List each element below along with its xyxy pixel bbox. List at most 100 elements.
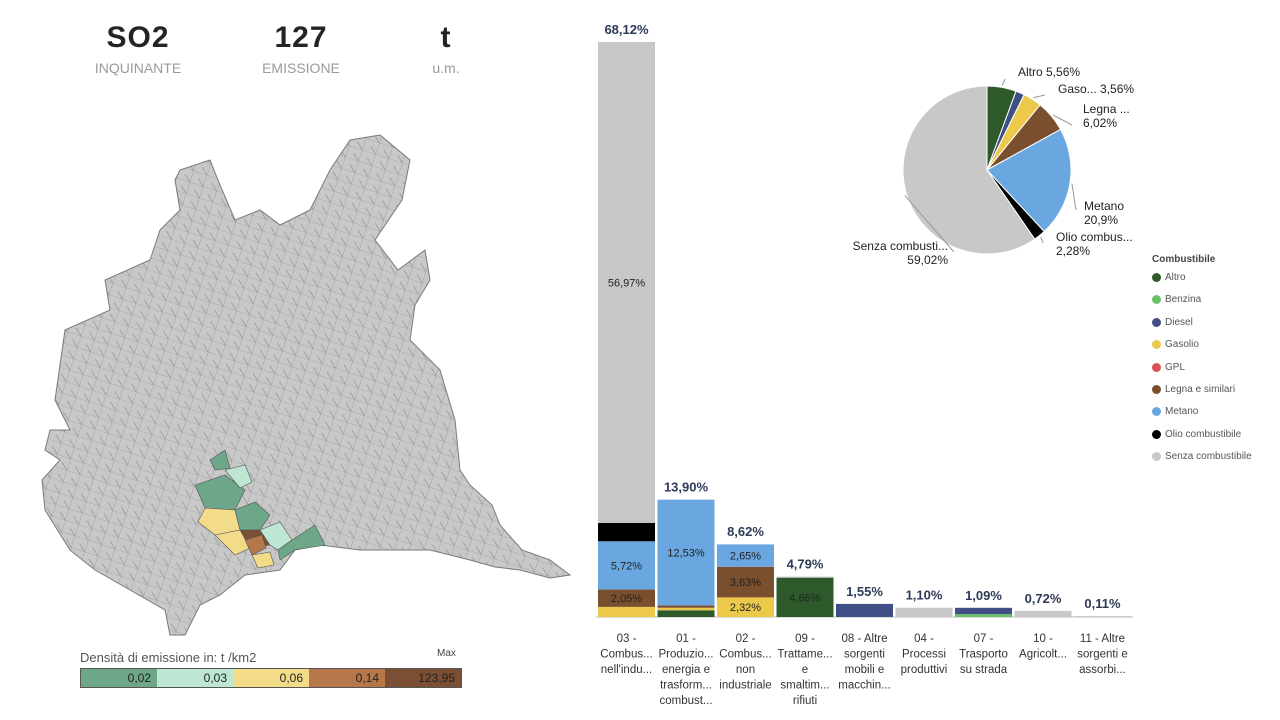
fuel-legend-dot [1152, 317, 1161, 327]
bar-segment-legna-e-similari[interactable] [657, 605, 715, 608]
fuel-legend-item-olio-combustibile[interactable]: Olio combustibile [1152, 429, 1252, 451]
kpi-unit-value: t [440, 21, 452, 54]
category-label: mobili e [845, 664, 885, 676]
fuel-legend-item-altro[interactable]: Altro [1152, 272, 1252, 294]
density-step-1: 0,02 [81, 669, 157, 687]
bar-group[interactable]: 12,53% 13,90% 01 - Produzio... energia e tras… [657, 480, 715, 707]
fuel-legend-item-metano[interactable]: Metano [1152, 406, 1252, 428]
fuel-pie-chart: Altro 5,56% Gaso... 3,56% Legna ...6,02% Me… [853, 65, 1135, 267]
bar-total-label: 1,10% [906, 588, 943, 603]
fuel-legend-dot [1152, 452, 1161, 462]
fuel-legend-dot [1152, 295, 1161, 305]
bar-group[interactable]: 1,10% 04 - Processi produttivi [895, 588, 953, 676]
fuel-legend-title: Combustibile [1152, 254, 1216, 265]
bar-segment-senza-combustibile[interactable] [1014, 610, 1072, 617]
bar-segment-diesel[interactable] [955, 607, 1012, 615]
bar-group[interactable]: 2,32% 3,63% 2,65% 8,62% 02 - Combus... non indu… [717, 524, 774, 692]
category-label: 03 - [617, 633, 637, 645]
bar-segment-metano[interactable] [657, 499, 715, 606]
fuel-legend-dot [1152, 384, 1161, 394]
fuel-legend-item-gasolio[interactable]: Gasolio [1152, 339, 1252, 361]
pie-slice-metano[interactable] [986, 128, 1072, 233]
segment-label: 12,53% [667, 548, 705, 560]
bar-segment-legna-e-similari[interactable] [598, 589, 655, 607]
pie-leader-line [1033, 94, 1046, 99]
pie-leader-line [904, 195, 955, 253]
pie-label: Altro 5,56% [1018, 65, 1080, 79]
bar-group[interactable]: 1,55% 08 - Altre sorgenti mobili e macchin..… [836, 584, 893, 692]
fuel-legend-item-senza-combustibile[interactable]: Senza combustibile [1152, 451, 1252, 473]
bar-segment-senza-combustibile[interactable] [776, 576, 834, 578]
fuel-legend-item-legna-e-similari[interactable]: Legna e similari [1152, 384, 1252, 406]
bar-segment-gasolio[interactable] [657, 607, 715, 611]
pie-leader-line [1001, 78, 1006, 86]
category-label: trasform... [660, 680, 712, 692]
bar-total-label: 68,12% [604, 22, 649, 37]
bar-segment-legna-e-similari[interactable] [717, 566, 774, 598]
bar-total-label: 8,62% [727, 524, 764, 539]
kpi-pollutant: SO2 INQUINANTE [63, 18, 213, 76]
bar-group[interactable]: 0,72% 10 - Agricolt... [1014, 591, 1072, 661]
segment-label: 3,63% [730, 577, 761, 589]
category-label: macchin... [838, 680, 890, 692]
bar-group[interactable]: 2,05% 5,72% 56,97% 68,12% 03 - Combus... nell'… [598, 22, 655, 676]
bar-segment-altro[interactable] [776, 577, 834, 617]
bar-segment-senza-combustibile[interactable] [598, 42, 655, 523]
category-label: 02 - [736, 633, 756, 645]
bar-segment-gasolio[interactable] [717, 597, 774, 617]
density-step-2: 0,03 [157, 669, 233, 687]
fuel-legend-label: Senza combustibile [1165, 451, 1252, 463]
fuel-legend-item-gpl[interactable]: GPL [1152, 362, 1252, 384]
fuel-legend-item-benzina[interactable]: Benzina [1152, 294, 1252, 316]
density-legend-bar: 0,02 0,03 0,06 0,14 123,95 [80, 668, 462, 688]
category-label: 11 - Altre [1080, 633, 1125, 645]
category-label: Trattame... [777, 649, 832, 661]
fuel-legend-dot [1152, 273, 1161, 282]
category-label: combust... [659, 695, 712, 707]
bar-total-label: 4,79% [787, 557, 824, 572]
fuel-legend-dot [1152, 362, 1161, 372]
category-label: nell'indu... [601, 664, 652, 676]
bar-segment-olio-combustibile[interactable] [598, 522, 655, 542]
fuel-legend-item-diesel[interactable]: Diesel [1152, 317, 1252, 339]
bar-segment-senza-combustibile[interactable] [895, 607, 953, 617]
fuel-legend-dot [1152, 407, 1161, 417]
bar-segment-metano[interactable] [598, 541, 655, 590]
kpi-unit-label: u.m. [432, 60, 460, 76]
fuel-legend-label: Diesel [1165, 316, 1193, 328]
bar-segment-benzina[interactable] [955, 614, 1012, 617]
region-map[interactable] [30, 130, 580, 650]
category-label: 09 - [795, 633, 815, 645]
pie-slice-senza-combustibile[interactable] [902, 85, 1036, 255]
pie-label: 59,02% [907, 253, 948, 267]
bar-segment-senza-combustibile[interactable] [1074, 616, 1131, 617]
category-label: energia e [662, 664, 710, 676]
bar-group[interactable]: 0,11% 11 - Altre sorgenti e assorbi... [1074, 596, 1131, 676]
bar-segment-gasolio[interactable] [598, 606, 655, 617]
segment-label: 2,05% [611, 593, 642, 605]
kpi-pollutant-value: SO2 [106, 21, 170, 54]
pie-label: 6,02% [1083, 116, 1117, 130]
category-label: assorbi... [1079, 664, 1126, 676]
pie-label: 20,9% [1084, 213, 1118, 227]
bar-segment-altro[interactable] [657, 610, 715, 617]
category-label: Combus... [719, 649, 771, 661]
bar-segment-diesel[interactable] [836, 603, 893, 617]
bar-segment-metano[interactable] [717, 544, 774, 567]
category-label: e [802, 664, 808, 676]
fuel-legend-label: Metano [1165, 406, 1199, 418]
category-label: Combus... [600, 649, 652, 661]
map-highlight-cluster[interactable] [194, 449, 326, 569]
segment-label: 2,32% [730, 602, 761, 614]
fuel-legend-label: Olio combustibile [1165, 428, 1242, 440]
bar-group[interactable]: 4,66% 4,79% 09 - Trattame... e smaltim... rifi… [776, 557, 834, 707]
category-label: 04 - [914, 633, 934, 645]
fuel-legend: Combustibile Altro Benzina Diesel Gasolio GP… [1152, 254, 1252, 474]
fuel-legend-label: Gasolio [1165, 339, 1199, 351]
bar-total-label: 0,72% [1025, 591, 1062, 606]
pie-leader-line [1052, 114, 1073, 126]
category-label: rifiuti [793, 695, 817, 707]
segment-label: 4,66% [789, 592, 820, 604]
fuel-legend-label: GPL [1165, 361, 1186, 373]
bar-group[interactable]: 1,09% 07 - Trasporto su strada [955, 588, 1012, 676]
